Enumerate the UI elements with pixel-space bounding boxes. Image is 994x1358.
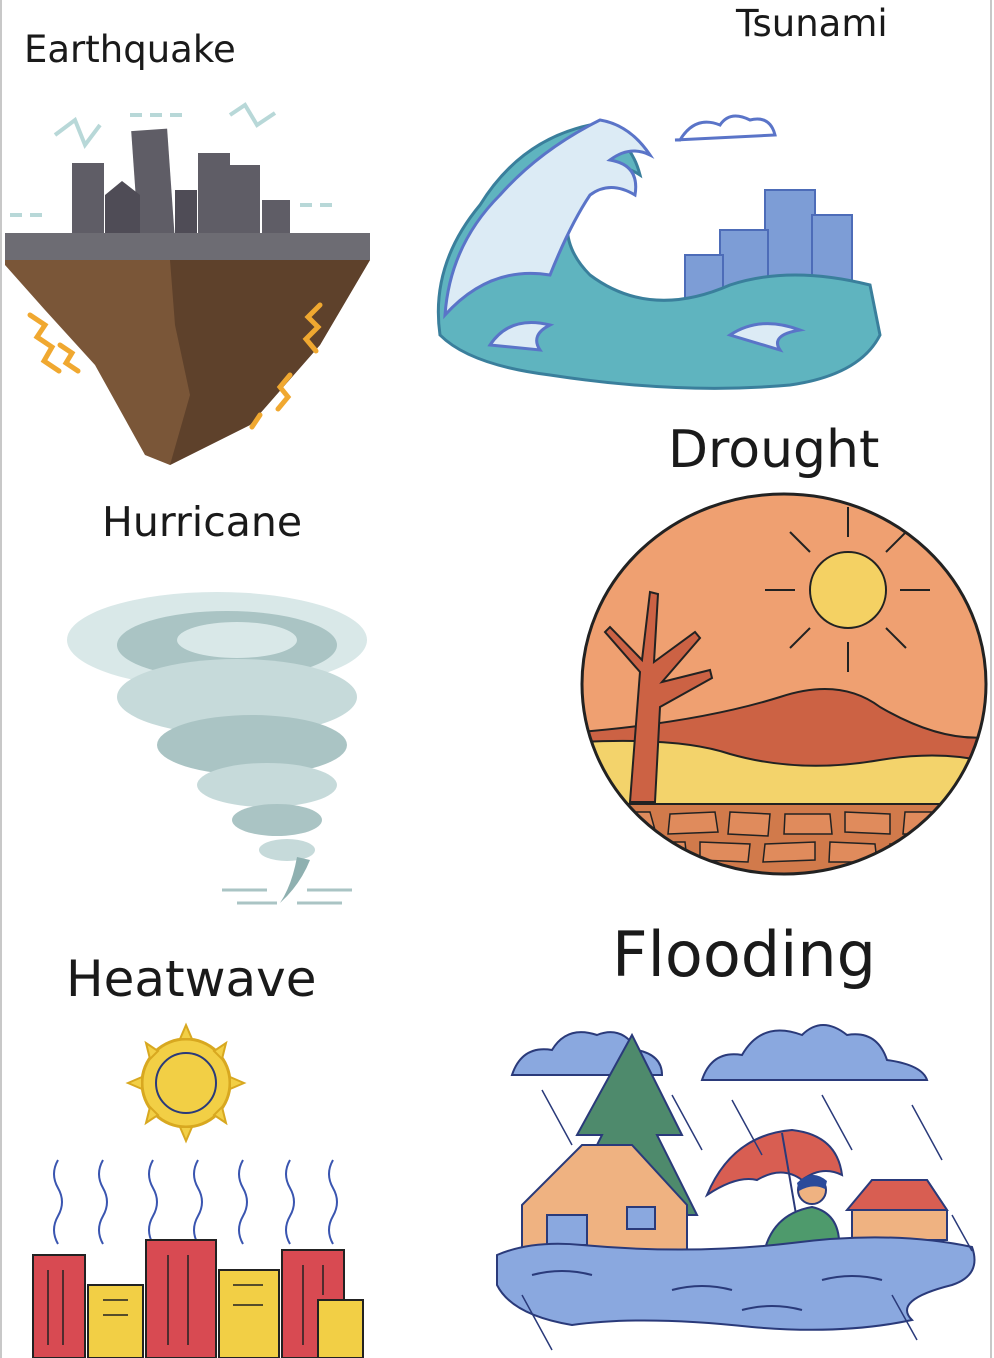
hurricane-illustration bbox=[67, 592, 367, 905]
earthquake-illustration bbox=[5, 102, 370, 465]
drought-label: Drought bbox=[668, 420, 880, 480]
heatwave-label: Heatwave bbox=[66, 950, 317, 1008]
drought-illustration bbox=[580, 492, 988, 876]
tsunami-label: Tsunami bbox=[736, 2, 888, 45]
left-border bbox=[0, 0, 2, 1358]
hurricane-label: Hurricane bbox=[102, 498, 303, 546]
flooding-illustration bbox=[496, 1024, 976, 1351]
right-border bbox=[990, 0, 992, 1358]
earthquake-label: Earthquake bbox=[24, 28, 236, 71]
tsunami-illustration bbox=[436, 114, 882, 390]
heatwave-illustration bbox=[32, 1022, 364, 1358]
flooding-label: Flooding bbox=[612, 918, 876, 991]
